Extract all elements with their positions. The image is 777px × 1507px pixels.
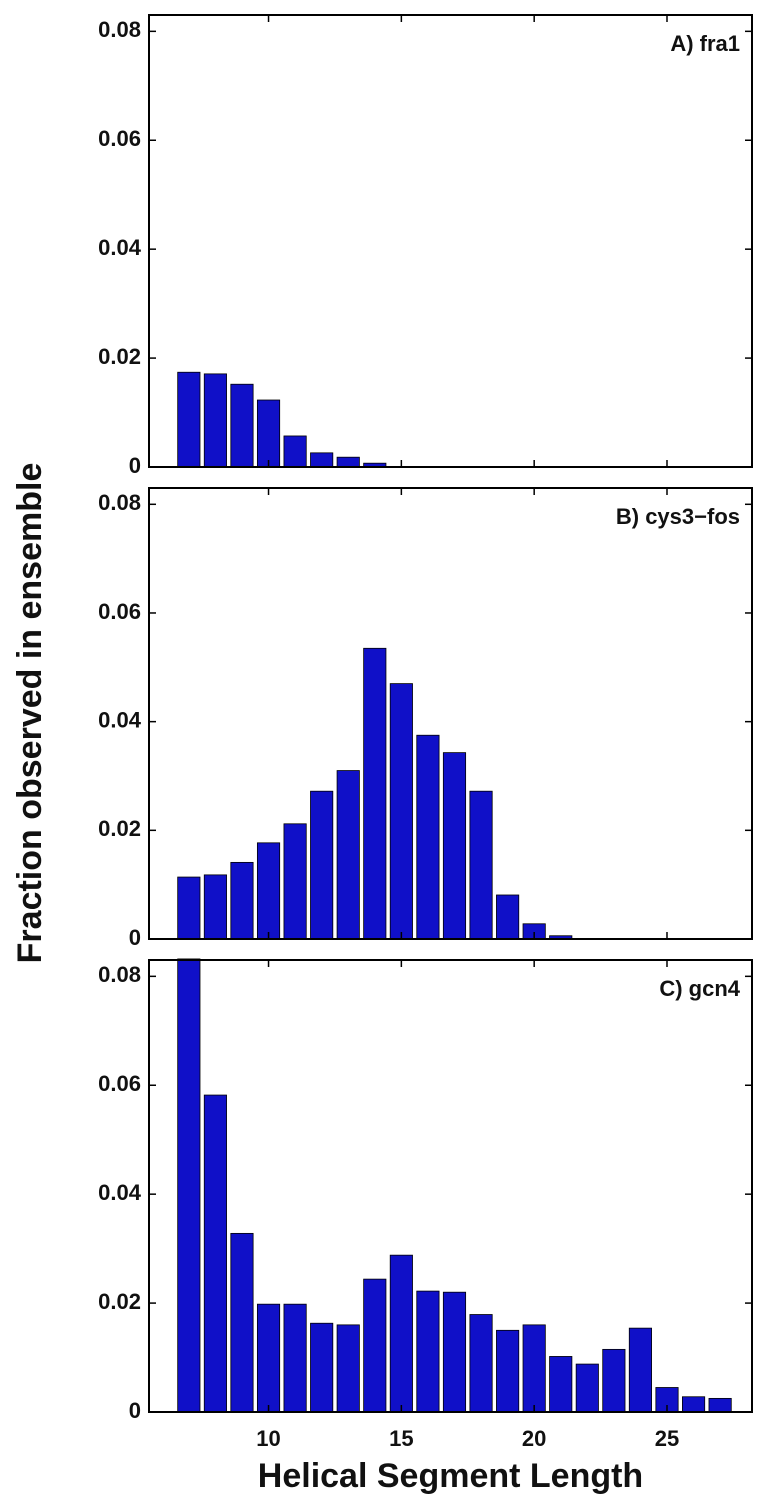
y-tick-label: 0 bbox=[129, 453, 141, 478]
y-tick-label: 0.08 bbox=[98, 17, 141, 42]
bar bbox=[310, 1322, 334, 1413]
bar bbox=[336, 1324, 360, 1413]
x-tick-label: 15 bbox=[389, 1426, 413, 1451]
y-tick-label: 0.04 bbox=[98, 235, 142, 260]
bar bbox=[177, 371, 201, 468]
bar bbox=[496, 1329, 520, 1413]
y-tick-label: 0.04 bbox=[98, 707, 142, 732]
bar bbox=[230, 383, 254, 468]
x-tick-label: 20 bbox=[522, 1426, 546, 1451]
panel-title: C) gcn4 bbox=[659, 976, 740, 1001]
plot-frame bbox=[148, 487, 753, 940]
y-tick-label: 0.02 bbox=[98, 344, 141, 369]
bar bbox=[363, 1278, 387, 1413]
bar bbox=[549, 1356, 573, 1413]
bar bbox=[496, 894, 520, 940]
bar bbox=[230, 1232, 254, 1413]
x-tick-label: 25 bbox=[655, 1426, 679, 1451]
y-tick-label: 0 bbox=[129, 1398, 141, 1423]
bar bbox=[336, 770, 360, 940]
y-tick-label: 0.08 bbox=[98, 490, 141, 515]
bar bbox=[442, 1291, 467, 1413]
bar bbox=[416, 734, 440, 940]
bar bbox=[310, 452, 334, 468]
bar bbox=[336, 456, 360, 468]
plot-frame bbox=[148, 14, 753, 468]
bar bbox=[310, 790, 334, 940]
y-tick-label: 0.06 bbox=[98, 1071, 141, 1096]
bar bbox=[203, 373, 227, 468]
y-tick-label: 0.06 bbox=[98, 599, 141, 624]
bar bbox=[469, 1314, 493, 1413]
bar bbox=[283, 435, 307, 468]
bar bbox=[682, 1396, 706, 1413]
bar bbox=[363, 647, 387, 940]
y-tick-label: 0.06 bbox=[98, 126, 141, 151]
bar bbox=[256, 842, 281, 940]
bar bbox=[230, 861, 254, 940]
bar bbox=[177, 876, 201, 940]
bar bbox=[177, 958, 201, 1413]
y-tick-label: 0.04 bbox=[98, 1180, 142, 1205]
x-tick-label: 10 bbox=[256, 1426, 280, 1451]
bar bbox=[442, 752, 467, 940]
bar bbox=[469, 790, 493, 940]
bar bbox=[575, 1363, 599, 1413]
panel-title: B) cys3−fos bbox=[616, 504, 740, 529]
bar bbox=[416, 1290, 440, 1413]
y-tick-label: 0.02 bbox=[98, 816, 141, 841]
bar bbox=[389, 1254, 413, 1413]
bar bbox=[602, 1348, 626, 1413]
y-tick-label: 0.02 bbox=[98, 1289, 141, 1314]
bar bbox=[283, 1303, 307, 1413]
bar bbox=[256, 399, 281, 468]
bar bbox=[522, 1324, 546, 1413]
bar bbox=[389, 683, 413, 940]
bar bbox=[708, 1397, 732, 1413]
plot-frame bbox=[148, 959, 753, 1413]
y-tick-label: 0 bbox=[129, 925, 141, 950]
bar bbox=[283, 823, 307, 940]
y-tick-label: 0.08 bbox=[98, 962, 141, 987]
panel-title: A) fra1 bbox=[670, 31, 740, 56]
y-axis-label: Fraction observed in ensemble bbox=[11, 463, 49, 964]
bar bbox=[203, 874, 227, 940]
x-axis-label: Helical Segment Length bbox=[258, 1457, 643, 1495]
bar bbox=[203, 1094, 227, 1413]
bar bbox=[628, 1327, 652, 1413]
bar bbox=[256, 1303, 281, 1413]
